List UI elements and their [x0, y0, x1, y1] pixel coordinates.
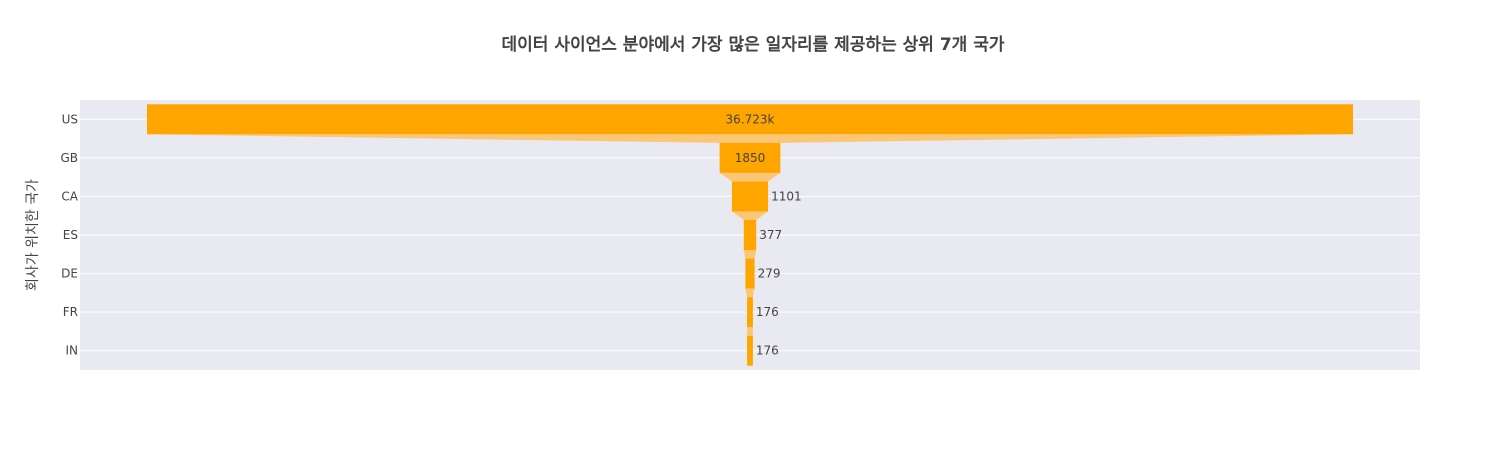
y-tick-label-es: ES — [63, 228, 78, 242]
funnel-bar-gb — [719, 142, 781, 173]
funnel-connector-gb — [719, 172, 781, 182]
funnel-connectors — [147, 134, 1353, 336]
y-tick-label-fr: FR — [63, 305, 78, 319]
y-tick-label-ca: CA — [61, 189, 78, 203]
y-tick-label-de: DE — [61, 267, 78, 281]
data-label-gb: 1850 — [735, 151, 766, 165]
data-label-in: 176 — [756, 344, 779, 358]
funnel-bar-us — [147, 104, 1353, 135]
y-tick-labels: US GB CA ES DE FR IN — [60, 112, 78, 357]
funnel-connector-es — [743, 250, 757, 259]
funnel-bar-de — [745, 258, 755, 289]
funnel-bar-in — [747, 335, 753, 366]
funnel-bar-fr — [747, 297, 753, 328]
data-label-us: 36.723k — [726, 112, 775, 126]
funnel-bar-es — [743, 220, 757, 250]
funnel-connector-us — [147, 134, 1353, 143]
funnel-bar-ca — [731, 181, 769, 212]
funnel-connector-de — [745, 288, 755, 298]
funnel-bars — [147, 104, 1353, 366]
y-tick-label-us: US — [62, 112, 78, 126]
funnel-connector-fr — [747, 327, 753, 336]
data-label-fr: 176 — [756, 305, 779, 319]
data-label-de: 279 — [758, 267, 781, 281]
chart-title: 데이터 사이언스 분야에서 가장 많은 일자리를 제공하는 상위 7개 국가 — [501, 35, 1004, 55]
y-tick-label-in: IN — [65, 344, 78, 358]
y-tick-label-gb: GB — [60, 151, 78, 165]
funnel-connector-ca — [731, 211, 769, 220]
data-label-es: 377 — [759, 228, 782, 242]
data-label-ca: 1101 — [771, 189, 802, 203]
y-axis-label: 회사가 위치한 국가 — [25, 179, 41, 291]
data-labels: 36.723k 1850 1101 377 279 176 176 — [726, 112, 802, 357]
